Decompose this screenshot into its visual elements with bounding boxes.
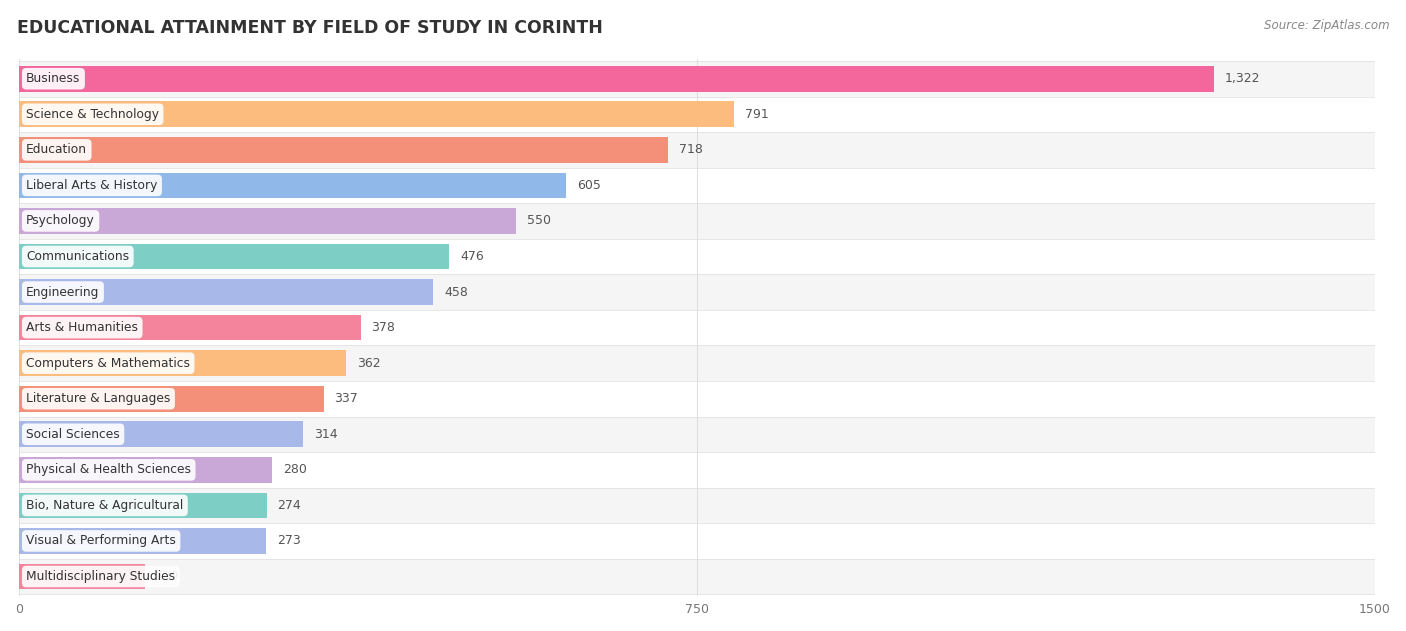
Text: Engineering: Engineering	[27, 286, 100, 298]
Bar	[20, 493, 267, 518]
Bar	[20, 386, 323, 411]
Text: 139: 139	[156, 570, 179, 583]
Text: EDUCATIONAL ATTAINMENT BY FIELD OF STUDY IN CORINTH: EDUCATIONAL ATTAINMENT BY FIELD OF STUDY…	[17, 19, 603, 37]
Bar	[20, 457, 273, 483]
Bar	[20, 244, 450, 269]
Bar	[20, 102, 734, 127]
Text: Liberal Arts & History: Liberal Arts & History	[27, 179, 157, 192]
Text: 791: 791	[745, 108, 769, 121]
Bar	[20, 422, 302, 447]
Text: 1,322: 1,322	[1225, 72, 1261, 85]
Bar	[20, 66, 1215, 91]
Text: Education: Education	[27, 143, 87, 156]
Bar	[20, 381, 1375, 416]
Text: 378: 378	[371, 321, 395, 334]
Text: Business: Business	[27, 72, 80, 85]
Bar	[20, 168, 1375, 203]
Bar	[20, 345, 1375, 381]
Bar	[20, 416, 1375, 452]
Text: 273: 273	[277, 534, 301, 548]
Bar	[20, 274, 1375, 310]
Bar	[20, 350, 346, 376]
Text: 458: 458	[444, 286, 468, 298]
Bar	[20, 315, 361, 340]
Text: Communications: Communications	[27, 250, 129, 263]
Text: Physical & Health Sciences: Physical & Health Sciences	[27, 463, 191, 476]
Text: Psychology: Psychology	[27, 215, 96, 227]
Bar	[20, 173, 567, 198]
Text: 476: 476	[460, 250, 484, 263]
Text: Arts & Humanities: Arts & Humanities	[27, 321, 138, 334]
Text: Science & Technology: Science & Technology	[27, 108, 159, 121]
Text: 718: 718	[679, 143, 703, 156]
Bar	[20, 239, 1375, 274]
Text: 362: 362	[357, 357, 381, 370]
Text: Social Sciences: Social Sciences	[27, 428, 120, 441]
Bar	[20, 452, 1375, 488]
Text: 550: 550	[527, 215, 551, 227]
Text: Source: ZipAtlas.com: Source: ZipAtlas.com	[1264, 19, 1389, 32]
Bar	[20, 203, 1375, 239]
Bar	[20, 558, 1375, 594]
Text: Bio, Nature & Agricultural: Bio, Nature & Agricultural	[27, 499, 183, 512]
Text: Visual & Performing Arts: Visual & Performing Arts	[27, 534, 176, 548]
Bar	[20, 61, 1375, 97]
Text: 337: 337	[335, 392, 359, 405]
Bar	[20, 310, 1375, 345]
Bar	[20, 97, 1375, 132]
Text: Multidisciplinary Studies: Multidisciplinary Studies	[27, 570, 176, 583]
Text: 605: 605	[576, 179, 600, 192]
Text: 314: 314	[314, 428, 337, 441]
Bar	[20, 208, 516, 233]
Bar	[20, 280, 433, 305]
Text: 280: 280	[283, 463, 307, 476]
Text: Computers & Mathematics: Computers & Mathematics	[27, 357, 190, 370]
Bar	[20, 488, 1375, 523]
Text: 274: 274	[277, 499, 301, 512]
Text: Literature & Languages: Literature & Languages	[27, 392, 170, 405]
Bar	[20, 132, 1375, 168]
Bar	[20, 137, 668, 163]
Bar	[20, 563, 145, 589]
Bar	[20, 528, 266, 554]
Bar	[20, 523, 1375, 558]
